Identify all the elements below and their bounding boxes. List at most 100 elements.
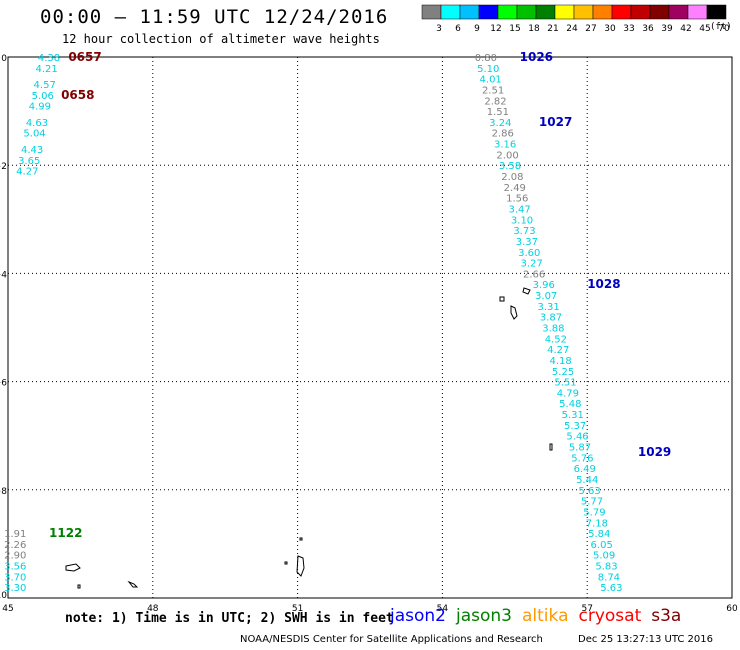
color-scale-swatch [611, 4, 632, 20]
color-scale-label: 39 [661, 24, 673, 34]
wave-height-value: 5.48 [559, 399, 581, 410]
color-scale-label: 27 [585, 24, 596, 34]
color-scale-unit: (ft) [710, 22, 732, 32]
wave-height-value: 4.57 [34, 80, 56, 91]
wave-height-value: 5.63 [600, 583, 622, 594]
color-scale-swatch [421, 4, 442, 20]
wave-height-value: 3.73 [513, 226, 535, 237]
wave-height-value: 4.43 [21, 145, 43, 156]
wave-height-value: 3.30 [4, 583, 26, 594]
wave-height-value: 4.18 [550, 356, 572, 367]
y-tick-label: −2 [0, 162, 7, 172]
altimeter-track: 0658 [61, 88, 94, 102]
wave-height-value: 5.04 [23, 129, 45, 140]
island-outline [499, 296, 505, 302]
color-scale-label: 30 [604, 24, 616, 34]
y-tick-label: −8 [0, 487, 7, 497]
altimeter-track: 3.963.073.313.873.884.524.274.185.255.51… [533, 277, 621, 453]
track-time-label: 1122 [49, 526, 82, 540]
footer-note: note: 1) Time is in UTC; 2) SWH is in fe… [65, 611, 394, 626]
color-scale-swatch [630, 4, 651, 20]
island-outline [77, 584, 81, 589]
color-scale-swatch [706, 4, 727, 20]
wave-height-value: 2.26 [4, 540, 26, 551]
color-scale-label: 15 [509, 24, 520, 34]
color-scale-label: 33 [623, 24, 634, 34]
wave-height-value: 3.37 [516, 237, 538, 248]
island-outline [510, 305, 518, 320]
track-time-label: 0658 [61, 88, 94, 102]
wave-height-value: 4.27 [547, 345, 569, 356]
wave-height-value: 4.27 [16, 167, 38, 178]
satellite-legend-cryosat: cryosat [578, 606, 642, 626]
y-tick-label: −6 [0, 379, 7, 389]
track-time-label: 1028 [587, 277, 620, 291]
island-outline [127, 580, 139, 588]
track-time-label: 1027 [539, 115, 572, 129]
wave-height-value: 5.31 [562, 410, 584, 421]
color-scale-label: 21 [547, 24, 558, 34]
wave-height-value: 2.82 [484, 96, 506, 107]
wave-height-value: 4.21 [35, 64, 57, 75]
track-time-label: 1026 [520, 50, 553, 64]
color-scale-swatch [497, 4, 518, 20]
altimeter-track: 4.384.21 4.575.064.99 4.635.04 4.433.654.27… [16, 50, 102, 178]
color-scale-swatch [459, 4, 480, 20]
x-tick-label: 60 [726, 604, 738, 614]
wave-height-value: 0.80 [475, 53, 497, 64]
wave-height-value: 5.83 [595, 562, 617, 573]
color-scale-swatch [478, 4, 499, 20]
wave-height-value: 5.25 [552, 367, 574, 378]
wave-height-value: 4.01 [480, 75, 502, 86]
wave-height-value: 5.37 [564, 421, 586, 432]
wave-height-value: 5.79 [583, 507, 605, 518]
island-outline [299, 537, 303, 541]
wave-height-value: 6.05 [591, 540, 613, 551]
wave-height-value: 3.10 [511, 215, 533, 226]
wave-height-value: 1.51 [487, 107, 509, 118]
wave-height-value: 3.58 [499, 161, 521, 172]
wave-height-value: 3.88 [542, 324, 564, 335]
color-scale-label: 42 [680, 24, 691, 34]
wave-height-value: 2.00 [496, 150, 518, 161]
islands [65, 287, 553, 589]
color-scale-swatch [649, 4, 670, 20]
wave-height-value: 3.56 [4, 562, 26, 573]
wave-height-value: 3.96 [533, 280, 555, 291]
page-title: 00:00 – 11:59 UTC 12/24/2016 [40, 6, 389, 28]
wave-height-value: 3.27 [521, 259, 543, 270]
island-outline [549, 443, 553, 451]
altimeter-track: 5.766.495.445.635.775.797.185.846.055.09… [571, 445, 671, 594]
color-scale-swatch [554, 4, 575, 20]
altimeter-track: 1027 [539, 115, 572, 129]
x-tick-label: 45 [2, 604, 13, 614]
map-frame [7, 56, 733, 599]
color-scale: 3 6 9 12 15 18 21 24 27 30 33 36 39 42 45 70 [421, 4, 730, 34]
wave-height-value: 5.77 [581, 497, 603, 508]
wave-height-value: 4.79 [557, 388, 579, 399]
island-outline [522, 287, 531, 295]
wave-height-value: 5.09 [593, 551, 615, 562]
wave-height-value: 2.66 [523, 269, 545, 280]
wave-height-value: 8.74 [598, 572, 620, 583]
color-scale-label: 18 [528, 24, 540, 34]
wave-height-value: 5.46 [566, 432, 588, 443]
y-tick-label: 0 [1, 54, 7, 64]
color-scale-swatch [687, 4, 708, 20]
wave-height-value: 4.99 [29, 102, 51, 113]
wave-height-value: 5.87 [569, 443, 591, 454]
wave-height-value: 1.91 [4, 529, 26, 540]
wave-height-value: 2.08 [501, 172, 523, 183]
y-tick-label: −4 [0, 270, 7, 280]
color-scale-label: 12 [490, 24, 501, 34]
color-scale-swatch [516, 4, 537, 20]
wave-height-value: 1.56 [506, 194, 528, 205]
color-scale-swatch [573, 4, 594, 20]
island-outline [284, 561, 288, 565]
island-outline [65, 563, 81, 572]
color-scale-swatch [592, 4, 613, 20]
satellite-legend: jason2 jason3 altika cryosat s3a [390, 606, 691, 626]
wave-height-value: 3.47 [508, 204, 530, 215]
color-scale-label: 45 [699, 24, 710, 34]
